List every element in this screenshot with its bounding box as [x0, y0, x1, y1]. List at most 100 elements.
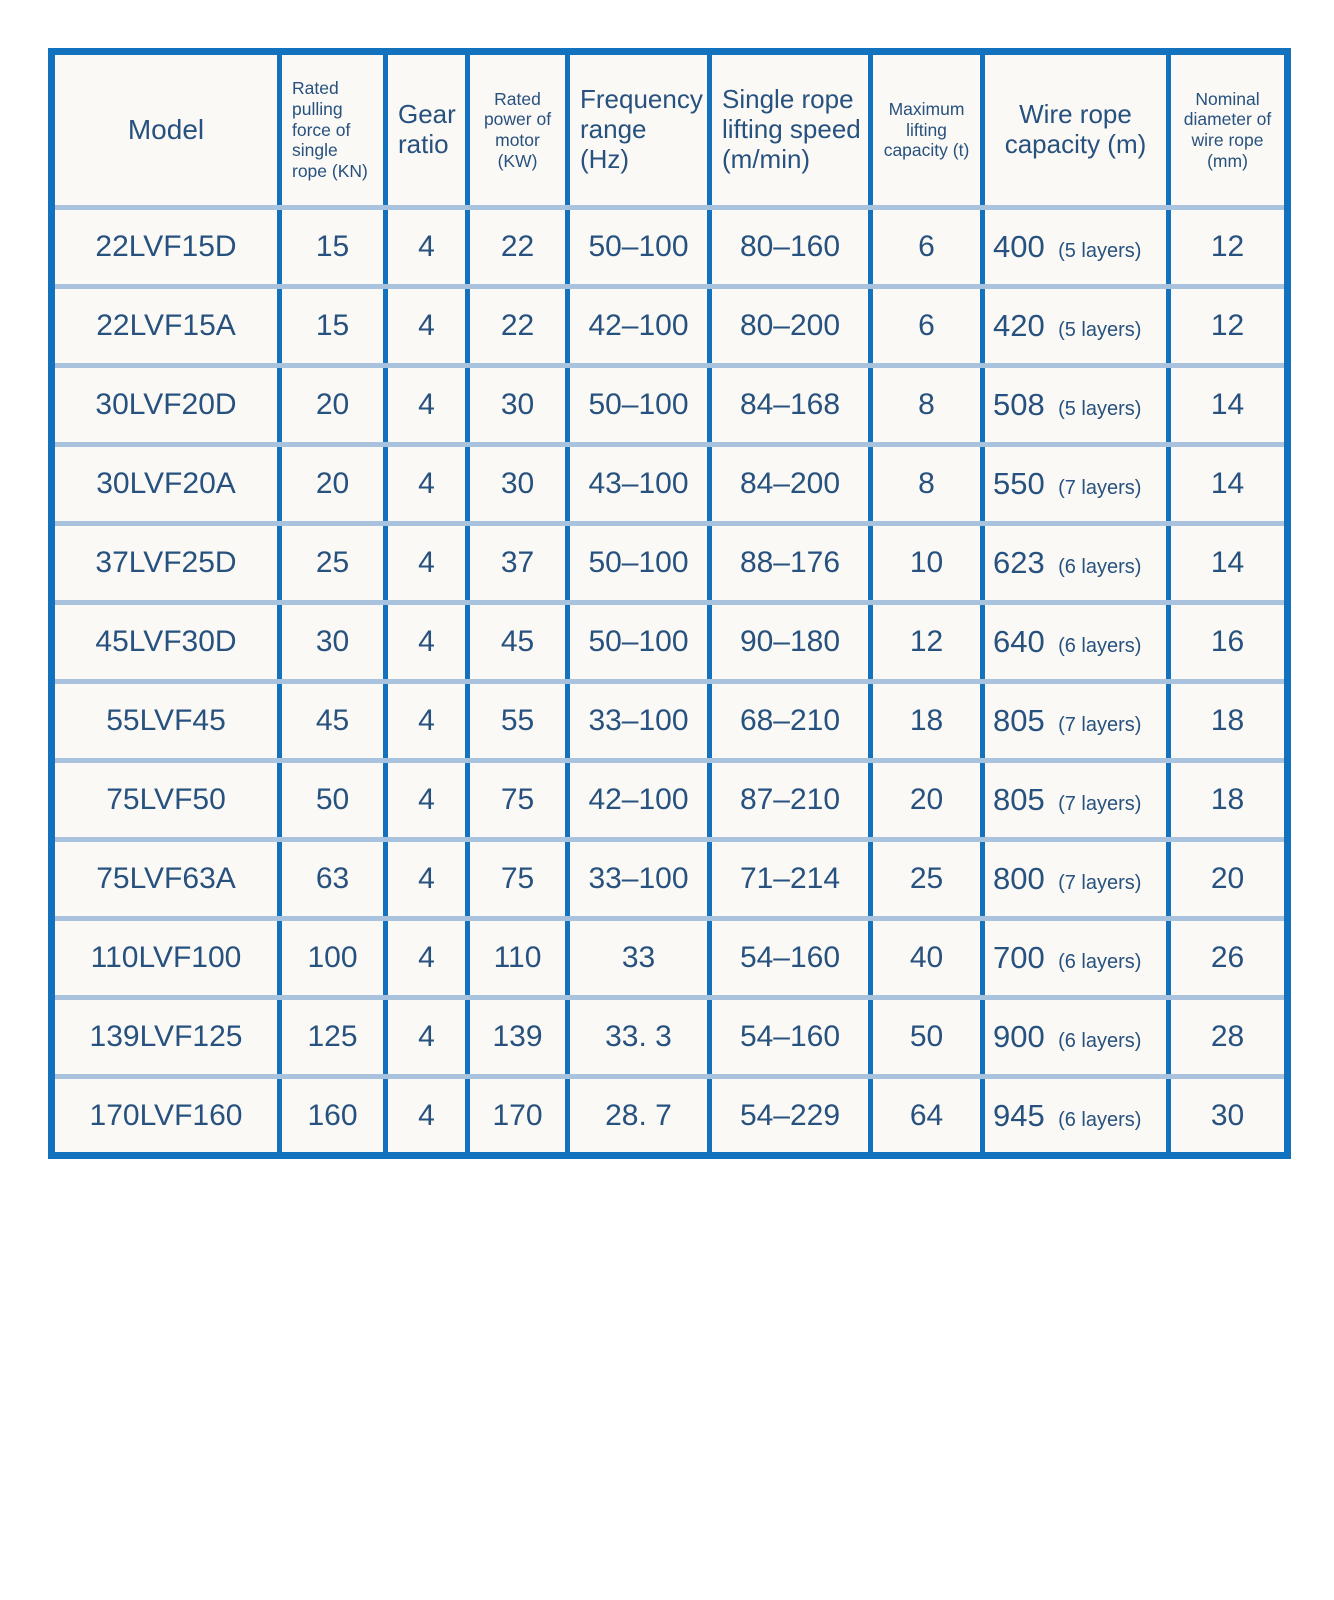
cell-frequency-range: 50–100 — [565, 600, 712, 684]
rope-layers-note: (6 layers) — [1058, 1108, 1142, 1131]
cell-pulling-force: 100 — [277, 916, 388, 1000]
table-row: 55LVF45 45 4 55 33–100 68–210 18 805 (7 … — [49, 679, 1290, 763]
cell-pulling-force: 45 — [277, 679, 388, 763]
header-max-capacity: Maximum lifting capacity (t) — [868, 49, 985, 210]
table-row: 139LVF125 125 4 139 33. 3 54–160 50 900 … — [49, 995, 1290, 1079]
cell-rope-capacity: 945 (6 layers) — [980, 1074, 1171, 1158]
rope-capacity-value: 640 — [993, 624, 1045, 659]
cell-rope-diameter: 12 — [1166, 284, 1290, 368]
table-row: 22LVF15A 15 4 22 42–100 80–200 6 420 (5 … — [49, 284, 1290, 368]
cell-pulling-force: 125 — [277, 995, 388, 1079]
cell-motor-power: 37 — [465, 521, 570, 605]
rope-layers-note: (5 layers) — [1058, 319, 1142, 341]
rope-layers-note: (5 layers) — [1058, 240, 1142, 262]
cell-rope-diameter: 14 — [1166, 442, 1290, 526]
cell-gear-ratio: 4 — [383, 521, 470, 605]
cell-lifting-speed: 54–160 — [707, 995, 873, 1079]
cell-max-capacity: 10 — [868, 521, 985, 605]
cell-rope-capacity: 623 (6 layers) — [980, 521, 1171, 605]
cell-frequency-range: 43–100 — [565, 442, 712, 526]
table-row: 110LVF100 100 4 110 33 54–160 40 700 (6 … — [49, 916, 1290, 1000]
cell-frequency-range: 50–100 — [565, 363, 712, 447]
header-rope-diameter: Nominal diameter of wire rope (mm) — [1166, 49, 1290, 210]
cell-lifting-speed: 84–200 — [707, 442, 873, 526]
cell-lifting-speed: 54–160 — [707, 916, 873, 1000]
rope-layers-note: (6 layers) — [1058, 951, 1142, 973]
cell-rope-capacity: 640 (6 layers) — [980, 600, 1171, 684]
cell-frequency-range: 50–100 — [565, 521, 712, 605]
cell-pulling-force: 15 — [277, 205, 388, 289]
rope-capacity-value: 400 — [993, 229, 1045, 264]
table-row: 30LVF20A 20 4 30 43–100 84–200 8 550 (7 … — [49, 442, 1290, 526]
cell-rope-diameter: 20 — [1166, 837, 1290, 921]
cell-lifting-speed: 90–180 — [707, 600, 873, 684]
cell-max-capacity: 8 — [868, 442, 985, 526]
header-gear-ratio: Gear ratio — [383, 49, 470, 210]
page: Model Rated pulling force of single rope… — [48, 48, 1291, 1159]
cell-frequency-range: 33–100 — [565, 679, 712, 763]
specifications-table: Model Rated pulling force of single rope… — [48, 48, 1291, 1159]
cell-model: 37LVF25D — [49, 521, 282, 605]
cell-frequency-range: 42–100 — [565, 758, 712, 842]
cell-frequency-range: 28. 7 — [565, 1074, 712, 1158]
table-row: 170LVF160 160 4 170 28. 7 54–229 64 945 … — [49, 1074, 1290, 1158]
cell-rope-diameter: 18 — [1166, 758, 1290, 842]
cell-rope-diameter: 14 — [1166, 363, 1290, 447]
cell-rope-diameter: 16 — [1166, 600, 1290, 684]
cell-model: 75LVF63A — [49, 837, 282, 921]
cell-pulling-force: 15 — [277, 284, 388, 368]
table-row: 30LVF20D 20 4 30 50–100 84–168 8 508 (5 … — [49, 363, 1290, 447]
cell-gear-ratio: 4 — [383, 758, 470, 842]
cell-max-capacity: 20 — [868, 758, 985, 842]
cell-model: 22LVF15A — [49, 284, 282, 368]
rope-capacity-value: 420 — [993, 308, 1045, 343]
cell-rope-diameter: 30 — [1166, 1074, 1290, 1158]
cell-motor-power: 110 — [465, 916, 570, 1000]
rope-layers-note: (6 layers) — [1058, 1030, 1142, 1052]
cell-lifting-speed: 88–176 — [707, 521, 873, 605]
rope-layers-note: (7 layers) — [1058, 793, 1142, 815]
cell-frequency-range: 33–100 — [565, 837, 712, 921]
cell-model: 170LVF160 — [49, 1074, 282, 1158]
cell-motor-power: 30 — [465, 442, 570, 526]
cell-gear-ratio: 4 — [383, 679, 470, 763]
header-frequency-range: Frequency range (Hz) — [565, 49, 712, 210]
cell-rope-capacity: 900 (6 layers) — [980, 995, 1171, 1079]
cell-pulling-force: 20 — [277, 363, 388, 447]
cell-lifting-speed: 54–229 — [707, 1074, 873, 1158]
cell-motor-power: 75 — [465, 758, 570, 842]
table-row: 75LVF63A 63 4 75 33–100 71–214 25 800 (7… — [49, 837, 1290, 921]
cell-gear-ratio: 4 — [383, 284, 470, 368]
rope-layers-note: (5 layers) — [1058, 398, 1142, 420]
cell-rope-capacity: 420 (5 layers) — [980, 284, 1171, 368]
header-rope-capacity: Wire rope capacity (m) — [980, 49, 1171, 210]
cell-frequency-range: 42–100 — [565, 284, 712, 368]
header-pulling-force: Rated pulling force of single rope (KN) — [277, 49, 388, 210]
cell-frequency-range: 33 — [565, 916, 712, 1000]
cell-rope-capacity: 700 (6 layers) — [980, 916, 1171, 1000]
cell-max-capacity: 6 — [868, 284, 985, 368]
cell-gear-ratio: 4 — [383, 205, 470, 289]
cell-pulling-force: 30 — [277, 600, 388, 684]
cell-motor-power: 45 — [465, 600, 570, 684]
table-row: 45LVF30D 30 4 45 50–100 90–180 12 640 (6… — [49, 600, 1290, 684]
table-row: 22LVF15D 15 4 22 50–100 80–160 6 400 (5 … — [49, 205, 1290, 289]
cell-motor-power: 22 — [465, 284, 570, 368]
cell-rope-capacity: 800 (7 layers) — [980, 837, 1171, 921]
cell-rope-diameter: 18 — [1166, 679, 1290, 763]
cell-model: 22LVF15D — [49, 205, 282, 289]
cell-gear-ratio: 4 — [383, 363, 470, 447]
rope-layers-note: (6 layers) — [1058, 635, 1142, 657]
cell-lifting-speed: 87–210 — [707, 758, 873, 842]
header-model: Model — [49, 49, 282, 210]
cell-pulling-force: 20 — [277, 442, 388, 526]
rope-capacity-value: 508 — [993, 387, 1045, 422]
cell-motor-power: 22 — [465, 205, 570, 289]
cell-gear-ratio: 4 — [383, 995, 470, 1079]
cell-gear-ratio: 4 — [383, 1074, 470, 1158]
rope-capacity-value: 700 — [993, 940, 1045, 975]
header-motor-power: Rated power of motor (KW) — [465, 49, 570, 210]
cell-pulling-force: 160 — [277, 1074, 388, 1158]
cell-rope-diameter: 12 — [1166, 205, 1290, 289]
cell-motor-power: 75 — [465, 837, 570, 921]
